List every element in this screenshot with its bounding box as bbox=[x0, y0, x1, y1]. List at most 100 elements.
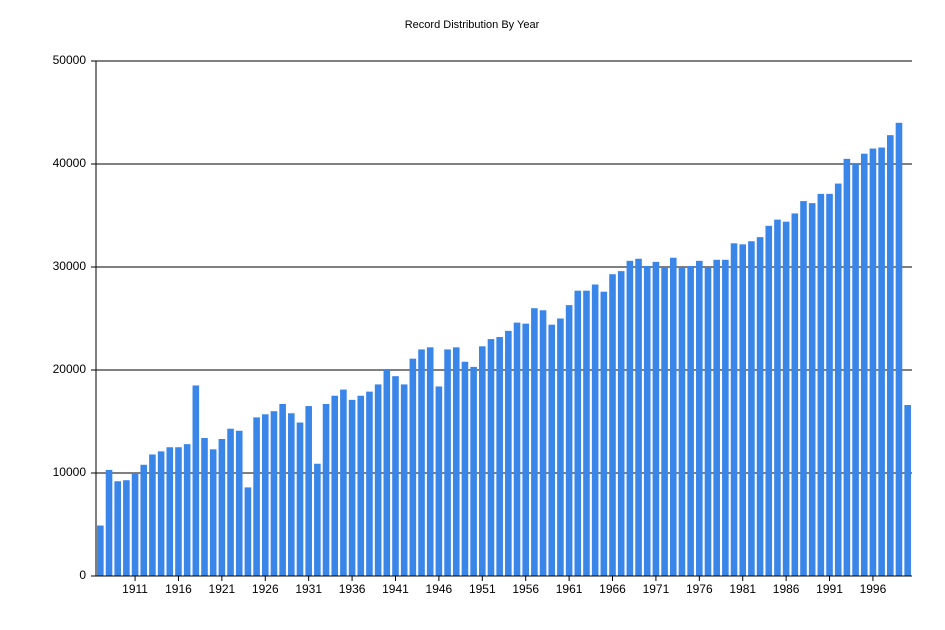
x-tick-label: 1996 bbox=[860, 582, 887, 596]
bar bbox=[149, 454, 156, 576]
bar bbox=[244, 487, 252, 576]
bar bbox=[253, 417, 260, 576]
x-tick-label: 1986 bbox=[773, 582, 800, 596]
bar bbox=[357, 395, 365, 576]
bar bbox=[860, 153, 868, 576]
bar bbox=[852, 164, 859, 576]
bar bbox=[791, 213, 799, 576]
bar bbox=[730, 243, 738, 576]
bar bbox=[218, 439, 226, 576]
bar bbox=[400, 384, 408, 576]
bar bbox=[704, 267, 712, 576]
bar bbox=[409, 358, 417, 576]
bar bbox=[452, 347, 460, 576]
y-tick-label: 50000 bbox=[53, 53, 87, 67]
bar bbox=[314, 463, 321, 576]
bar bbox=[687, 265, 694, 576]
bar bbox=[348, 399, 356, 576]
bar bbox=[435, 386, 443, 576]
x-tick-label: 1931 bbox=[295, 582, 322, 596]
bar bbox=[366, 391, 373, 576]
bar bbox=[808, 203, 816, 576]
x-tick-label: 1941 bbox=[382, 582, 409, 596]
bar bbox=[123, 480, 130, 576]
y-tick-label: 10000 bbox=[53, 465, 87, 479]
bar bbox=[183, 444, 191, 576]
bar bbox=[609, 274, 616, 576]
bar bbox=[175, 447, 182, 576]
bar bbox=[869, 148, 877, 577]
bar bbox=[444, 349, 451, 576]
x-tick-label: 1971 bbox=[643, 582, 670, 596]
bar bbox=[565, 305, 573, 576]
bar bbox=[192, 385, 200, 576]
bar bbox=[157, 451, 165, 576]
bar bbox=[261, 414, 269, 576]
bar bbox=[817, 193, 825, 576]
bar bbox=[782, 221, 790, 576]
x-tick-label: 1981 bbox=[729, 582, 756, 596]
bar bbox=[878, 147, 885, 576]
bar bbox=[574, 290, 582, 576]
bar bbox=[331, 395, 339, 576]
x-tick-label: 1936 bbox=[339, 582, 366, 596]
x-tick-label: 1921 bbox=[209, 582, 236, 596]
bar bbox=[548, 324, 556, 576]
bar bbox=[140, 464, 148, 576]
bar bbox=[322, 403, 330, 576]
bar bbox=[886, 135, 894, 576]
bar bbox=[774, 219, 781, 576]
bar bbox=[652, 261, 660, 576]
y-tick-label: 0 bbox=[79, 568, 86, 582]
bar bbox=[97, 525, 104, 576]
bar bbox=[591, 284, 599, 576]
bar bbox=[669, 257, 677, 576]
bar bbox=[522, 323, 530, 576]
bar bbox=[305, 406, 312, 576]
bar bbox=[114, 481, 122, 576]
bar bbox=[635, 258, 642, 576]
y-tick-label: 20000 bbox=[53, 362, 87, 376]
chart-title: Record Distribution By Year bbox=[405, 19, 540, 31]
bar bbox=[600, 291, 608, 576]
bar bbox=[800, 201, 807, 576]
bar bbox=[426, 347, 434, 576]
bar bbox=[461, 361, 469, 576]
bar bbox=[166, 447, 174, 576]
y-tick-label: 40000 bbox=[53, 156, 87, 170]
bar bbox=[739, 244, 747, 576]
bar bbox=[505, 330, 512, 576]
bar bbox=[748, 241, 755, 576]
bar bbox=[383, 370, 391, 576]
bar bbox=[340, 389, 347, 576]
y-tick-label: 30000 bbox=[53, 259, 87, 273]
bar bbox=[583, 290, 590, 576]
bar bbox=[834, 183, 842, 576]
bar bbox=[539, 310, 547, 576]
x-tick-label: 1911 bbox=[122, 582, 148, 596]
x-tick-label: 1961 bbox=[556, 582, 583, 596]
bar bbox=[557, 318, 564, 576]
bar bbox=[661, 267, 668, 576]
bar bbox=[843, 158, 851, 576]
bar bbox=[487, 339, 495, 576]
bar bbox=[496, 337, 503, 576]
bar bbox=[826, 193, 833, 576]
bar bbox=[131, 473, 139, 576]
x-tick-label: 1926 bbox=[252, 582, 279, 596]
bar bbox=[392, 376, 399, 576]
bar bbox=[722, 259, 729, 576]
x-tick-label: 1966 bbox=[599, 582, 626, 596]
bar bbox=[235, 430, 243, 576]
bar bbox=[201, 437, 208, 576]
bar bbox=[296, 422, 304, 576]
bar bbox=[279, 403, 286, 576]
bar bbox=[713, 259, 720, 576]
bar bbox=[756, 237, 764, 576]
bar bbox=[227, 428, 234, 576]
bar bbox=[513, 322, 521, 576]
bar bbox=[765, 225, 773, 577]
bar bbox=[374, 384, 382, 576]
bar bbox=[270, 411, 278, 576]
